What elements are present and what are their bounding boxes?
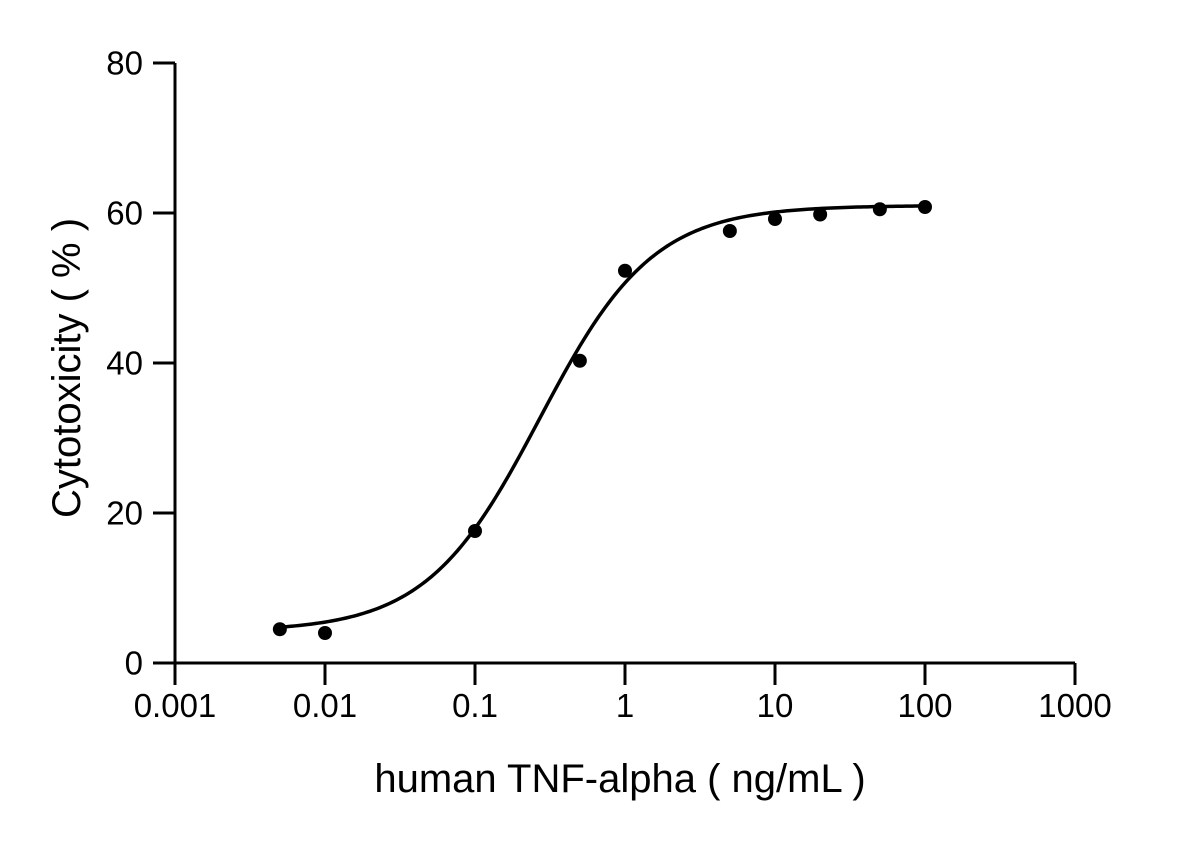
data-point <box>813 207 828 222</box>
x-tick-label: 1 <box>616 687 634 724</box>
fit-curve-line <box>278 204 927 629</box>
data-point <box>618 263 632 278</box>
y-axis-title: Cytotoxicity ( % ) <box>45 218 89 518</box>
y-tick-label: 20 <box>106 495 143 532</box>
y-tick-label: 40 <box>106 345 143 382</box>
data-point <box>722 224 737 238</box>
x-tick-label: 1000 <box>1038 687 1111 724</box>
axes-layer: 0 20 40 60 80 0.001 0.01 0.1 1 10 100 1000 <box>106 45 1111 724</box>
fit-curve-layer <box>278 204 927 629</box>
data-point <box>768 212 782 226</box>
x-tick-label: 0.01 <box>293 687 357 724</box>
y-tick-label: 60 <box>106 195 143 232</box>
x-tick-label: 100 <box>897 687 952 724</box>
x-tick-label: 0.1 <box>452 687 498 724</box>
data-point <box>468 524 482 538</box>
data-point <box>272 622 287 637</box>
data-point <box>572 353 587 368</box>
data-points-layer <box>272 200 932 640</box>
y-tick-label: 80 <box>106 45 143 82</box>
x-axis-title: human TNF-alpha ( ng/mL ) <box>374 757 865 801</box>
data-point <box>918 200 932 214</box>
x-tick-label: 10 <box>757 687 794 724</box>
x-tick-label: 0.001 <box>134 687 217 724</box>
data-point <box>872 202 887 217</box>
data-point <box>318 626 332 640</box>
y-tick-label: 0 <box>125 645 143 682</box>
